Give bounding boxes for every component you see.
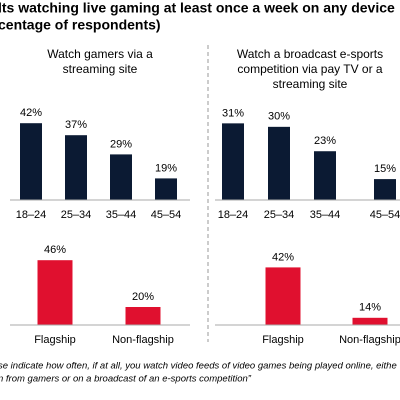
value-label: 29% [110, 138, 132, 150]
bar [125, 307, 161, 325]
page-title: lts watching live gaming at least once a… [0, 0, 395, 16]
value-label: 20% [132, 291, 154, 303]
bar [65, 135, 87, 200]
bar [265, 267, 301, 325]
value-label: 46% [44, 244, 66, 256]
footnote: n from gamers or on a broadcast of an e-… [0, 374, 252, 385]
bar [20, 123, 42, 200]
bar [352, 317, 388, 325]
bar [222, 123, 244, 200]
panel-title: streaming site [63, 62, 138, 76]
panel-title: streaming site [273, 77, 348, 91]
value-label: 19% [155, 162, 177, 174]
value-label: 14% [359, 302, 381, 314]
x-tick-label: 45–54 [370, 209, 400, 221]
x-tick-label: 18–24 [218, 209, 249, 221]
x-tick-label: Non-flagship [339, 334, 400, 346]
footnote: se indicate how often, if at all, you wa… [0, 361, 397, 372]
panel-title: Watch a broadcast e-sports [237, 47, 383, 61]
panel-title: Watch gamers via a [47, 47, 153, 61]
x-tick-label: 35–44 [106, 209, 137, 221]
bar [374, 179, 396, 200]
value-label: 37% [65, 119, 87, 131]
x-tick-label: 18–24 [16, 209, 47, 221]
x-tick-label: Flagship [262, 334, 304, 346]
value-label: 31% [222, 107, 244, 119]
bar [314, 151, 336, 200]
panel-title: competition via pay TV or a [237, 62, 383, 76]
value-label: 23% [314, 135, 336, 147]
bar [155, 178, 177, 200]
x-tick-label: Non-flagship [112, 334, 174, 346]
bar [37, 260, 73, 325]
x-tick-label: 35–44 [310, 209, 341, 221]
x-tick-label: 25–34 [61, 209, 92, 221]
value-label: 42% [272, 251, 294, 263]
bar [110, 154, 132, 200]
x-tick-label: 45–54 [151, 209, 182, 221]
value-label: 42% [20, 107, 42, 119]
value-label: 30% [268, 111, 290, 123]
bar [268, 126, 290, 200]
x-tick-label: Flagship [34, 334, 76, 346]
x-tick-label: 25–34 [264, 209, 295, 221]
page-title: centage of respondents) [0, 17, 161, 33]
value-label: 15% [374, 163, 396, 175]
